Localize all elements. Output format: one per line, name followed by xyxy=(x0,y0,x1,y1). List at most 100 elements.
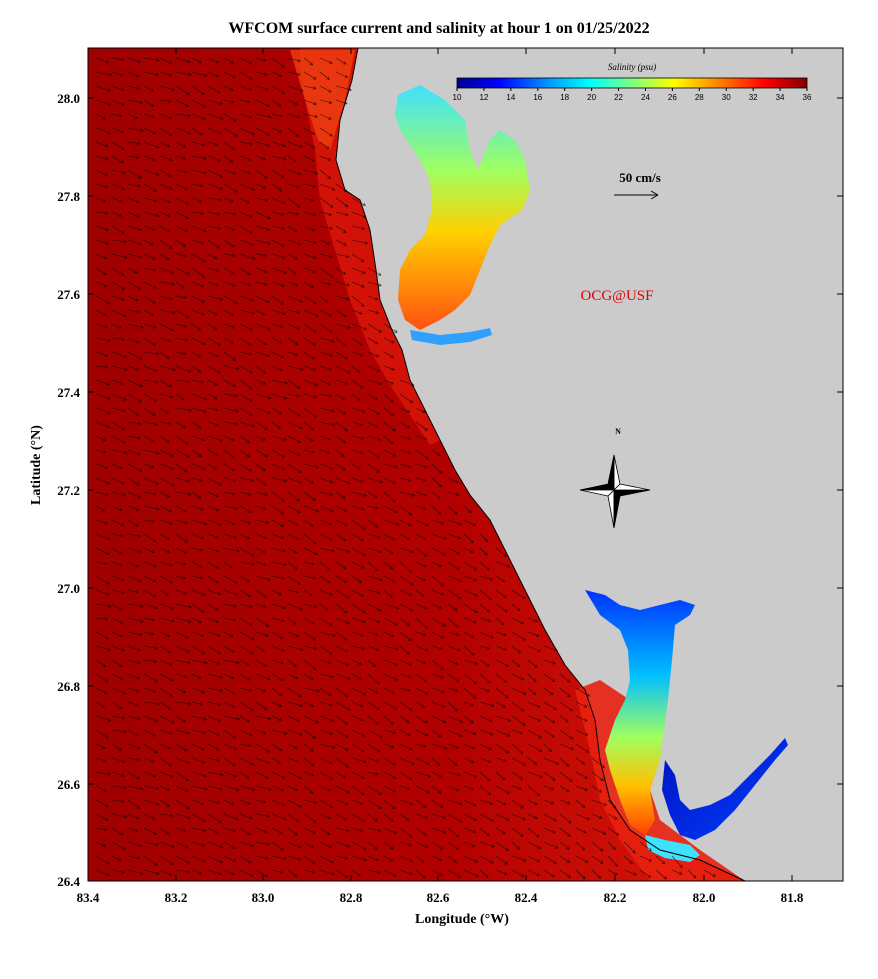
current-vector-arrow xyxy=(463,729,477,735)
current-vector-arrow xyxy=(175,715,187,723)
current-vector-arrow xyxy=(319,827,331,835)
current-vector-arrow xyxy=(223,547,240,553)
current-vector-arrow xyxy=(287,701,303,707)
current-vector-arrow xyxy=(303,841,315,848)
current-vector-arrow xyxy=(527,729,542,739)
current-vector-arrow xyxy=(207,281,219,287)
current-vector-arrow xyxy=(207,449,219,456)
current-vector-arrow xyxy=(415,631,427,637)
current-vector-arrow xyxy=(271,659,284,665)
current-vector-arrow xyxy=(351,855,368,862)
current-vector-arrow xyxy=(591,827,607,835)
current-vector-arrow xyxy=(95,141,109,148)
current-vector-arrow xyxy=(111,71,124,77)
current-vector-arrow xyxy=(495,855,509,865)
current-vector-arrow xyxy=(143,239,154,246)
current-vector-arrow xyxy=(95,869,111,877)
scale-arrow: 50 cm/s xyxy=(614,170,661,200)
current-vector-arrow xyxy=(175,71,192,76)
current-vector-arrow xyxy=(271,295,284,305)
current-vector-arrow xyxy=(255,85,269,91)
current-vector-arrow xyxy=(303,85,317,90)
current-vector-arrow xyxy=(239,57,253,65)
current-vector-arrow xyxy=(479,785,492,796)
current-vector-arrow xyxy=(159,337,172,342)
current-vector-arrow xyxy=(447,841,459,850)
current-vector-arrow xyxy=(127,99,144,104)
current-vector-arrow xyxy=(207,309,218,316)
current-vector-arrow xyxy=(191,239,205,245)
current-vector-arrow xyxy=(319,785,332,792)
colorbar-gradient xyxy=(456,77,808,89)
current-vector-arrow xyxy=(95,421,111,429)
current-vector-arrow xyxy=(527,771,543,778)
current-vector-arrow xyxy=(511,827,524,837)
current-vector-arrow xyxy=(255,673,271,681)
current-vector-arrow xyxy=(159,869,173,876)
current-vector-arrow xyxy=(591,855,604,864)
current-vector-arrow xyxy=(511,729,523,735)
current-vector-arrow xyxy=(207,659,221,665)
current-vector-arrow xyxy=(399,715,410,724)
current-vector-arrow xyxy=(207,533,219,539)
current-vector-arrow xyxy=(287,477,303,484)
current-vector-arrow xyxy=(399,757,415,765)
current-vector-arrow xyxy=(319,463,334,470)
current-vector-arrow xyxy=(383,617,398,626)
current-vector-arrow xyxy=(207,757,221,762)
current-vector-arrow xyxy=(607,827,620,836)
nearshore-orange-patch xyxy=(290,50,355,150)
current-vector-arrow xyxy=(559,729,574,740)
current-vector-arrow xyxy=(351,799,364,805)
current-vector-arrow xyxy=(143,169,160,176)
current-vector-arrow xyxy=(319,841,333,848)
current-vector-arrow xyxy=(175,757,191,764)
current-vector-arrow xyxy=(207,379,218,386)
current-vector-arrow xyxy=(159,519,173,525)
current-vector-arrow xyxy=(335,365,351,374)
current-vector-arrow xyxy=(415,505,427,510)
current-vector-arrow xyxy=(255,715,272,720)
current-vector-arrow xyxy=(159,827,170,835)
current-vector-arrow xyxy=(287,379,301,390)
current-vector-arrow xyxy=(239,603,253,609)
current-vector-arrow xyxy=(271,239,285,247)
current-vector-arrow xyxy=(383,701,398,710)
current-vector-arrow xyxy=(431,757,441,766)
current-vector-arrow xyxy=(239,771,250,779)
current-vector-arrow xyxy=(543,785,555,791)
current-vector-arrow xyxy=(159,715,175,724)
current-vector-arrow xyxy=(463,547,474,553)
current-vector-arrow xyxy=(239,281,252,287)
current-vector-arrow xyxy=(319,631,336,637)
current-vector-arrow xyxy=(127,57,141,64)
current-vector-arrow xyxy=(479,603,491,613)
current-vector-arrow xyxy=(239,575,250,583)
current-vector-arrow xyxy=(271,421,281,429)
current-vector-arrow xyxy=(367,477,384,484)
current-vector-arrow xyxy=(223,57,235,64)
current-vector-arrow xyxy=(559,701,574,712)
current-vector-arrow xyxy=(303,827,317,834)
current-vector-arrow xyxy=(351,673,363,680)
current-vector-arrow xyxy=(175,281,186,289)
current-vector-arrow xyxy=(159,197,171,204)
current-vector-arrow xyxy=(95,155,109,161)
current-vector-arrow xyxy=(207,239,221,249)
current-vector-arrow xyxy=(143,435,155,443)
current-vector-arrow xyxy=(415,491,427,497)
current-vector-arrow xyxy=(367,869,381,874)
current-vector-arrow xyxy=(511,799,524,809)
current-vector-arrow xyxy=(463,799,477,807)
current-vector-arrow xyxy=(543,841,559,849)
current-vector-arrow xyxy=(255,253,267,258)
current-vector-arrow xyxy=(111,253,128,259)
current-vector-arrow xyxy=(303,505,320,513)
current-vector-arrow xyxy=(143,505,160,511)
current-vector-arrow xyxy=(191,211,204,216)
current-vector-arrow xyxy=(367,561,379,571)
current-vector-arrow xyxy=(271,435,287,441)
current-vector-arrow xyxy=(335,519,348,526)
current-vector-arrow xyxy=(143,323,157,329)
current-vector-arrow xyxy=(511,757,527,766)
